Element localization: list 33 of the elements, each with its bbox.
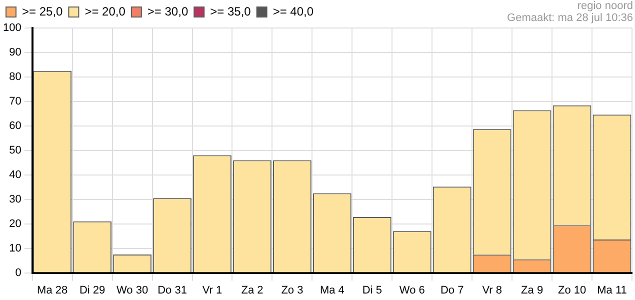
y-tick-label: 50 xyxy=(9,144,22,156)
legend-label: >= 25,0 xyxy=(22,4,64,18)
x-tick-label: Zo 10 xyxy=(558,284,586,296)
x-tick-label: Vr 8 xyxy=(482,284,502,296)
y-tick-label: 70 xyxy=(9,95,22,108)
y-tick-label: 80 xyxy=(9,70,22,83)
legend-label: >= 30,0 xyxy=(147,4,188,18)
legend-label: >= 35,0 xyxy=(210,4,252,18)
y-tick-label: 40 xyxy=(9,168,22,181)
y-tick-label: 10 xyxy=(9,242,22,254)
x-tick-label: Wo 30 xyxy=(116,284,148,296)
x-tick-label: Di 5 xyxy=(362,284,382,296)
text: Gemaakt: ma 28 jul 10:36 xyxy=(507,12,633,24)
x-tick-label: Wo 6 xyxy=(399,284,425,296)
y-tick-label: 100 xyxy=(2,22,22,34)
x-tick-label: Zo 3 xyxy=(281,284,304,296)
legend-label: >= 40,0 xyxy=(272,4,314,18)
text: regio noord xyxy=(576,0,633,12)
y-tick-label: 60 xyxy=(9,120,22,132)
x-tick-label: Ma 28 xyxy=(37,284,68,296)
y-tick-label: 20 xyxy=(9,218,22,230)
x-tick-label: Za 9 xyxy=(521,284,544,296)
legend-label: >= 20,0 xyxy=(84,4,126,18)
x-tick-label: Ma 4 xyxy=(320,284,344,296)
x-tick-label: Di 29 xyxy=(79,284,106,296)
x-tick-label: Ma 11 xyxy=(597,284,627,296)
y-tick-label: 90 xyxy=(9,46,22,59)
x-tick-label: Vr 1 xyxy=(202,284,222,296)
y-tick-label: 0 xyxy=(15,266,22,279)
x-tick-label: Za 2 xyxy=(241,284,264,296)
x-tick-label: Do 7 xyxy=(440,284,464,296)
x-tick-label: Do 31 xyxy=(158,284,187,296)
y-tick-label: 30 xyxy=(9,193,22,206)
